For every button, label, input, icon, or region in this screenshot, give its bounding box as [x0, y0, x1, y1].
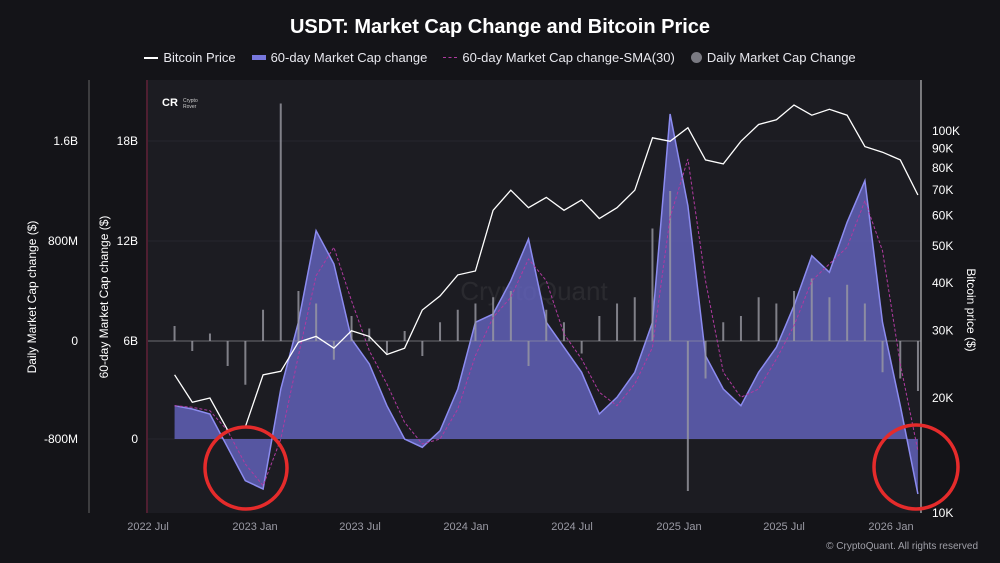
daily-change-bar — [244, 341, 247, 385]
logo-text: Rover — [183, 104, 197, 110]
mcap-change-area — [174, 114, 918, 494]
daily-axis-tick: -800M — [44, 432, 78, 446]
daily-change-bar — [509, 291, 512, 341]
daily-change-bar — [421, 341, 424, 356]
daily-change-bar — [439, 322, 442, 341]
daily-change-bar — [545, 309, 548, 341]
daily-change-bar — [916, 341, 919, 391]
mcap-axis-tick: 6B — [123, 334, 138, 348]
x-axis-tick: 2023 Jan — [232, 521, 277, 533]
daily-change-bar — [580, 341, 583, 354]
chart-title: USDT: Market Cap Change and Bitcoin Pric… — [289, 16, 711, 38]
daily-change-bar — [332, 341, 335, 360]
price-axis-tick: 50K — [932, 239, 953, 253]
price-axis-tick: 60K — [932, 209, 953, 223]
daily-change-bar — [598, 316, 601, 341]
price-axis-tick: 10K — [932, 506, 953, 520]
dot-swatch-icon — [690, 52, 702, 63]
daily-change-bar — [739, 316, 742, 341]
price-axis-tick: 40K — [932, 276, 953, 290]
daily-change-bar — [899, 341, 902, 379]
daily-change-bar — [633, 297, 636, 341]
daily-change-bar — [315, 303, 318, 341]
price-axis-tick: 30K — [932, 324, 953, 338]
daily-change-bar — [793, 291, 796, 341]
daily-change-bar — [456, 309, 459, 341]
area-swatch-icon — [251, 55, 266, 60]
daily-change-bar — [492, 297, 495, 341]
daily-change-bar — [403, 331, 406, 341]
x-axis-tick: 2025 Jan — [656, 521, 701, 533]
daily-change-bar — [669, 191, 672, 341]
daily-change-bar — [527, 341, 530, 366]
daily-change-bar — [208, 333, 211, 341]
price-axis-label: Bitcoin price ($) — [964, 268, 978, 351]
daily-change-bar — [651, 228, 654, 341]
daily-axis-tick: 1.6B — [53, 134, 78, 148]
x-axis-tick: 2022 Jul — [127, 521, 169, 533]
daily-change-bar — [191, 341, 194, 351]
line-swatch-icon — [144, 56, 159, 59]
daily-axis-tick: 800M — [48, 234, 78, 248]
price-axis-tick: 70K — [932, 183, 953, 197]
daily-change-bar — [350, 316, 353, 341]
legend-label: Bitcoin Price — [163, 50, 236, 65]
crypto-rover-logo: CR — [162, 97, 178, 109]
legend-60day-change[interactable]: 60-day Market Cap change — [251, 50, 428, 65]
mcap-axis-label: 60-day Market Cap change ($) — [97, 216, 111, 379]
price-axis-tick: 90K — [932, 141, 953, 155]
daily-axis-label: Daily Market Cap change ($) — [25, 221, 39, 374]
daily-change-bar — [757, 297, 760, 341]
daily-change-bar — [368, 328, 371, 341]
legend-label: 60-day Market Cap change-SMA(30) — [462, 50, 675, 65]
daily-change-bar — [775, 303, 778, 341]
price-axis-tick: 20K — [932, 391, 953, 405]
legend-sma[interactable]: 60-day Market Cap change-SMA(30) — [443, 50, 675, 65]
x-axis-tick: 2026 Jan — [868, 521, 913, 533]
legend: Bitcoin Price 60-day Market Cap change 6… — [0, 50, 1000, 65]
mcap-axis-tick: 18B — [117, 134, 138, 148]
x-axis-tick: 2023 Jul — [339, 521, 381, 533]
mcap-axis-tick: 0 — [131, 432, 138, 446]
price-axis-tick: 100K — [932, 124, 960, 138]
legend-label: 60-day Market Cap change — [270, 50, 428, 65]
daily-change-bar — [828, 297, 831, 341]
copyright: © CryptoQuant. All rights reserved — [826, 541, 978, 552]
daily-change-bar — [474, 303, 477, 341]
mcap-axis-tick: 12B — [117, 234, 138, 248]
daily-change-bar — [863, 303, 866, 341]
daily-change-bar — [616, 303, 619, 341]
bitcoin-price-line — [174, 104, 919, 431]
daily-change-bar — [846, 284, 849, 341]
price-axis-tick: 80K — [932, 161, 953, 175]
x-axis-tick: 2024 Jul — [551, 521, 593, 533]
daily-change-bar — [262, 309, 265, 341]
daily-change-bar — [173, 326, 176, 341]
annotation-circle — [203, 425, 289, 511]
sma-line — [174, 158, 919, 487]
dashed-swatch-icon — [443, 57, 458, 58]
legend-daily-change[interactable]: Daily Market Cap Change — [690, 50, 856, 65]
daily-change-bar — [704, 341, 707, 379]
logo-text: Crypto — [183, 98, 198, 104]
daily-change-bar — [810, 278, 813, 341]
daily-change-bar — [297, 291, 300, 341]
legend-bitcoin-price[interactable]: Bitcoin Price — [144, 50, 236, 65]
daily-change-bar — [385, 341, 388, 354]
daily-change-bar — [722, 322, 725, 341]
daily-axis-tick: 0 — [71, 334, 78, 348]
legend-label: Daily Market Cap Change — [706, 50, 856, 65]
x-axis-tick: 2024 Jan — [443, 521, 488, 533]
annotation-circle — [872, 423, 960, 511]
daily-change-bar — [686, 341, 689, 491]
daily-change-bar — [226, 341, 229, 366]
x-axis-tick: 2025 Jul — [763, 521, 805, 533]
daily-change-bar — [562, 322, 565, 341]
daily-change-bar — [279, 103, 282, 341]
daily-change-bar — [881, 341, 884, 373]
